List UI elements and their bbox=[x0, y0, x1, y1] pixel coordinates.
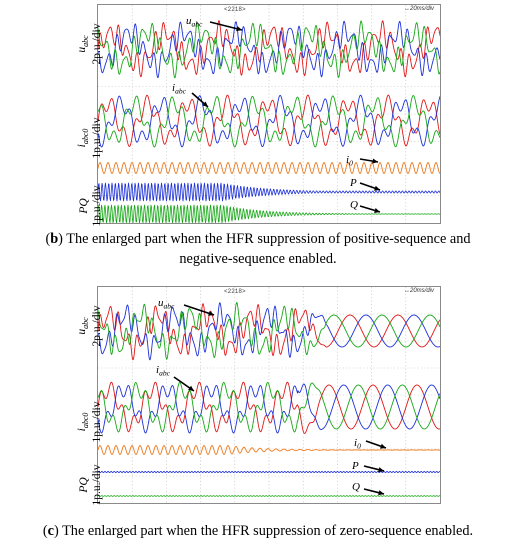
trace-u-phase-1 bbox=[98, 302, 440, 361]
label-i0: i0 bbox=[346, 154, 353, 168]
arrow-Q-head bbox=[378, 490, 384, 496]
ylabel-b-iabc0-scale: 1p.u./div bbox=[91, 117, 103, 159]
trace-i-phase-0 bbox=[98, 381, 440, 434]
ylabel-b-pq: PQ bbox=[78, 198, 90, 214]
ylabel-c-pq: PQ bbox=[78, 477, 90, 493]
trace-P bbox=[98, 182, 440, 202]
trace-i-phase-1 bbox=[98, 94, 440, 148]
trace-u-phase-2 bbox=[98, 20, 440, 79]
trace-i-phase-0 bbox=[98, 94, 440, 147]
scope-panel-c: uabc iabc i0 P Q <2218> ↔20ms/div bbox=[97, 286, 441, 504]
scope-grid bbox=[98, 287, 440, 503]
arrow-uabc-head bbox=[236, 26, 242, 32]
trace-i-phase-2 bbox=[98, 382, 440, 433]
label-P: P bbox=[349, 177, 357, 189]
label-i0: i0 bbox=[354, 437, 361, 451]
arrow-uabc-head bbox=[208, 310, 214, 316]
arrow-uabc bbox=[209, 21, 243, 31]
scope-timebase-b: ↔20ms/div bbox=[403, 6, 434, 12]
arrow-i0-head bbox=[372, 158, 378, 164]
trace-u-phase-1 bbox=[98, 20, 440, 79]
arrow-i0-head bbox=[380, 443, 386, 449]
ylabel-b-uabc: uabc bbox=[75, 35, 91, 53]
ylabel-c-iabc0-scale: 1p.u./div bbox=[91, 401, 103, 443]
label-uabc: uabc bbox=[186, 15, 203, 29]
trace-Q bbox=[98, 495, 440, 497]
ylabel-c-pq-scale: 1p.u./div bbox=[91, 464, 103, 506]
caption-b: (b) The enlarged part when the HFR suppr… bbox=[45, 231, 471, 267]
trace-i-phase-1 bbox=[98, 383, 440, 434]
label-iabc: iabc bbox=[172, 82, 187, 96]
scope-plot-b: uabc iabc i0 PQ bbox=[98, 5, 440, 223]
caption-c: (c) The enlarged part when the HFR suppr… bbox=[42, 523, 474, 539]
arrow-Q-head bbox=[374, 207, 380, 213]
trace-u-phase-2 bbox=[98, 302, 440, 360]
ylabel-b-iabc0: iabc0 bbox=[75, 128, 91, 148]
label-Q: Q bbox=[352, 481, 360, 493]
arrow-P-head bbox=[378, 467, 384, 473]
scope-panel-b: uabc iabc i0 P Q <2218> ↔20ms/div bbox=[97, 4, 441, 224]
trace-P bbox=[98, 470, 440, 474]
arrow-iabc-head bbox=[202, 101, 208, 107]
label-uabc: uabc bbox=[158, 297, 175, 311]
scope-timebase-c: ↔20ms/div bbox=[403, 288, 434, 294]
trace-u-phase-0 bbox=[98, 20, 440, 78]
arrow-iabc-head bbox=[188, 385, 194, 391]
trace-i0 bbox=[98, 162, 440, 174]
scope-tag-c: <2218> bbox=[224, 288, 246, 295]
scope-tag-b: <2218> bbox=[224, 6, 246, 13]
label-Q: Q bbox=[350, 199, 358, 211]
label-iabc: iabc bbox=[156, 364, 171, 378]
ylabel-b-pq-scale: 1p.u./div bbox=[91, 185, 103, 227]
trace-i0 bbox=[98, 445, 440, 455]
arrow-P-head bbox=[374, 185, 380, 191]
trace-u-phase-0 bbox=[98, 303, 440, 361]
trace-Q bbox=[98, 204, 440, 223]
trace-i-phase-2 bbox=[98, 95, 440, 148]
ylabel-b-uabc-scale: 2p.u./div bbox=[91, 23, 103, 65]
ylabel-c-uabc: uabc bbox=[75, 317, 91, 335]
ylabel-c-iabc0: iabc0 bbox=[75, 412, 91, 432]
ylabel-c-uabc-scale: 2p.u./div bbox=[91, 305, 103, 347]
scope-plot-c: uabc iabc i0 PQ bbox=[98, 287, 440, 503]
label-P: P bbox=[351, 460, 359, 472]
